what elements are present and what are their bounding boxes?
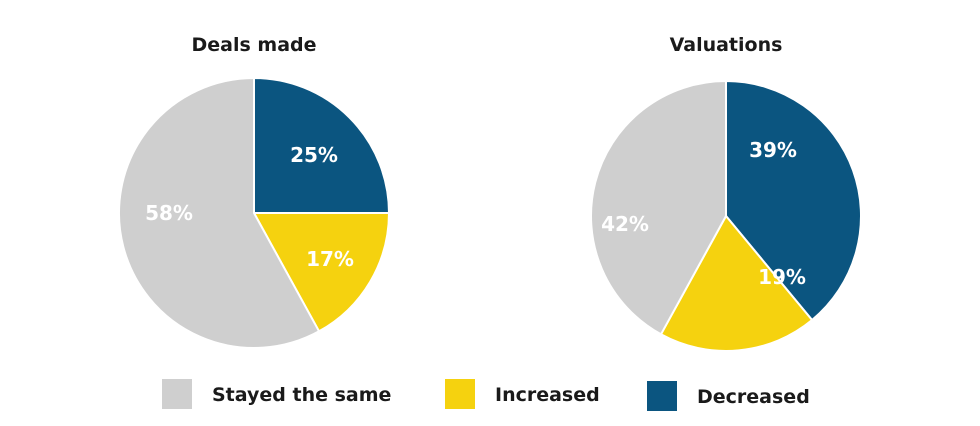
data-label-decreased: 39%	[749, 138, 797, 162]
legend-swatch-increased	[445, 379, 475, 409]
pie-chart-deals-made: Deals made 25% 17% 58%	[118, 34, 391, 349]
pie-slice-decreased	[725, 79, 862, 322]
pie-slice-increased	[252, 212, 391, 333]
legend-label-decreased: Decreased	[697, 386, 810, 408]
legend-swatch-stayed-the-same	[162, 379, 192, 409]
chart-title: Valuations	[670, 34, 783, 56]
pie-slice-decreased	[253, 76, 391, 214]
data-label-stayed-the-same: 42%	[601, 212, 649, 236]
pie-slice-stayed-the-same	[118, 76, 321, 349]
data-label-increased: 17%	[306, 247, 354, 271]
pie-slice-increased	[659, 214, 814, 352]
legend: Stayed the same Increased Decreased	[162, 379, 810, 411]
legend-swatch-decreased	[647, 381, 677, 411]
legend-label-increased: Increased	[495, 384, 600, 406]
data-label-increased: 19%	[758, 265, 806, 289]
legend-label-stayed-the-same: Stayed the same	[212, 384, 391, 406]
data-label-stayed-the-same: 58%	[145, 201, 193, 225]
pie-slice-stayed-the-same	[590, 79, 727, 336]
data-label-decreased: 25%	[290, 143, 338, 167]
chart-title: Deals made	[191, 34, 316, 56]
pie-chart-valuations: Valuations 39% 19% 42%	[590, 34, 862, 352]
